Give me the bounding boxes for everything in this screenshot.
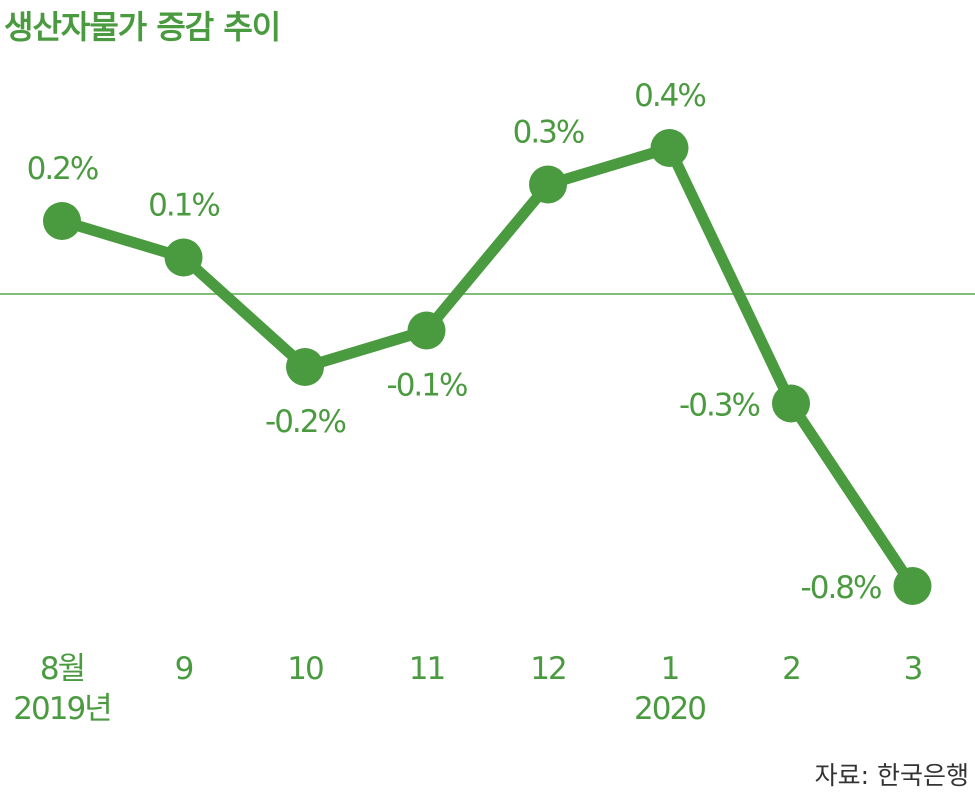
source-note: 자료: 한국은행 bbox=[814, 761, 969, 790]
x-tick-label: 1 bbox=[661, 651, 679, 687]
data-point bbox=[772, 384, 810, 423]
data-point bbox=[164, 238, 203, 277]
x-tick-label: 3 bbox=[904, 651, 922, 687]
x-tick-label: 2 bbox=[782, 651, 800, 687]
chart-title: 생산자물가 증감 추이 bbox=[4, 8, 281, 46]
data-label: -0.3% bbox=[679, 388, 759, 424]
data-points bbox=[43, 129, 932, 605]
x-year-label: 2020 bbox=[634, 691, 705, 727]
data-label: 0.1% bbox=[148, 188, 219, 224]
data-point bbox=[43, 202, 81, 240]
data-label: -0.8% bbox=[801, 570, 881, 606]
x-tick-label: 11 bbox=[409, 651, 444, 687]
data-point bbox=[650, 129, 689, 167]
x-axis-ticks: 8월 2019년 9 10 11 12 1 2020 2 3 bbox=[13, 651, 923, 727]
data-label: -0.2% bbox=[265, 404, 345, 440]
data-point bbox=[407, 311, 446, 350]
data-label: 0.3% bbox=[513, 115, 584, 151]
x-tick-label: 12 bbox=[530, 651, 565, 687]
x-year-label: 2019년 bbox=[13, 691, 110, 727]
data-point bbox=[893, 567, 932, 605]
data-point bbox=[286, 348, 324, 386]
data-label: 0.4% bbox=[634, 78, 705, 114]
data-label: 0.2% bbox=[27, 151, 98, 187]
data-label: -0.1% bbox=[387, 368, 467, 404]
x-tick-label: 10 bbox=[287, 651, 323, 687]
series-line bbox=[56, 142, 918, 592]
x-tick-label: 8월 bbox=[40, 651, 84, 687]
x-tick-label: 9 bbox=[175, 651, 193, 687]
data-labels: 0.2% 0.1% -0.2% -0.1% 0.3% 0.4% -0.3% -0.8% bbox=[27, 78, 883, 606]
data-point bbox=[529, 165, 567, 204]
